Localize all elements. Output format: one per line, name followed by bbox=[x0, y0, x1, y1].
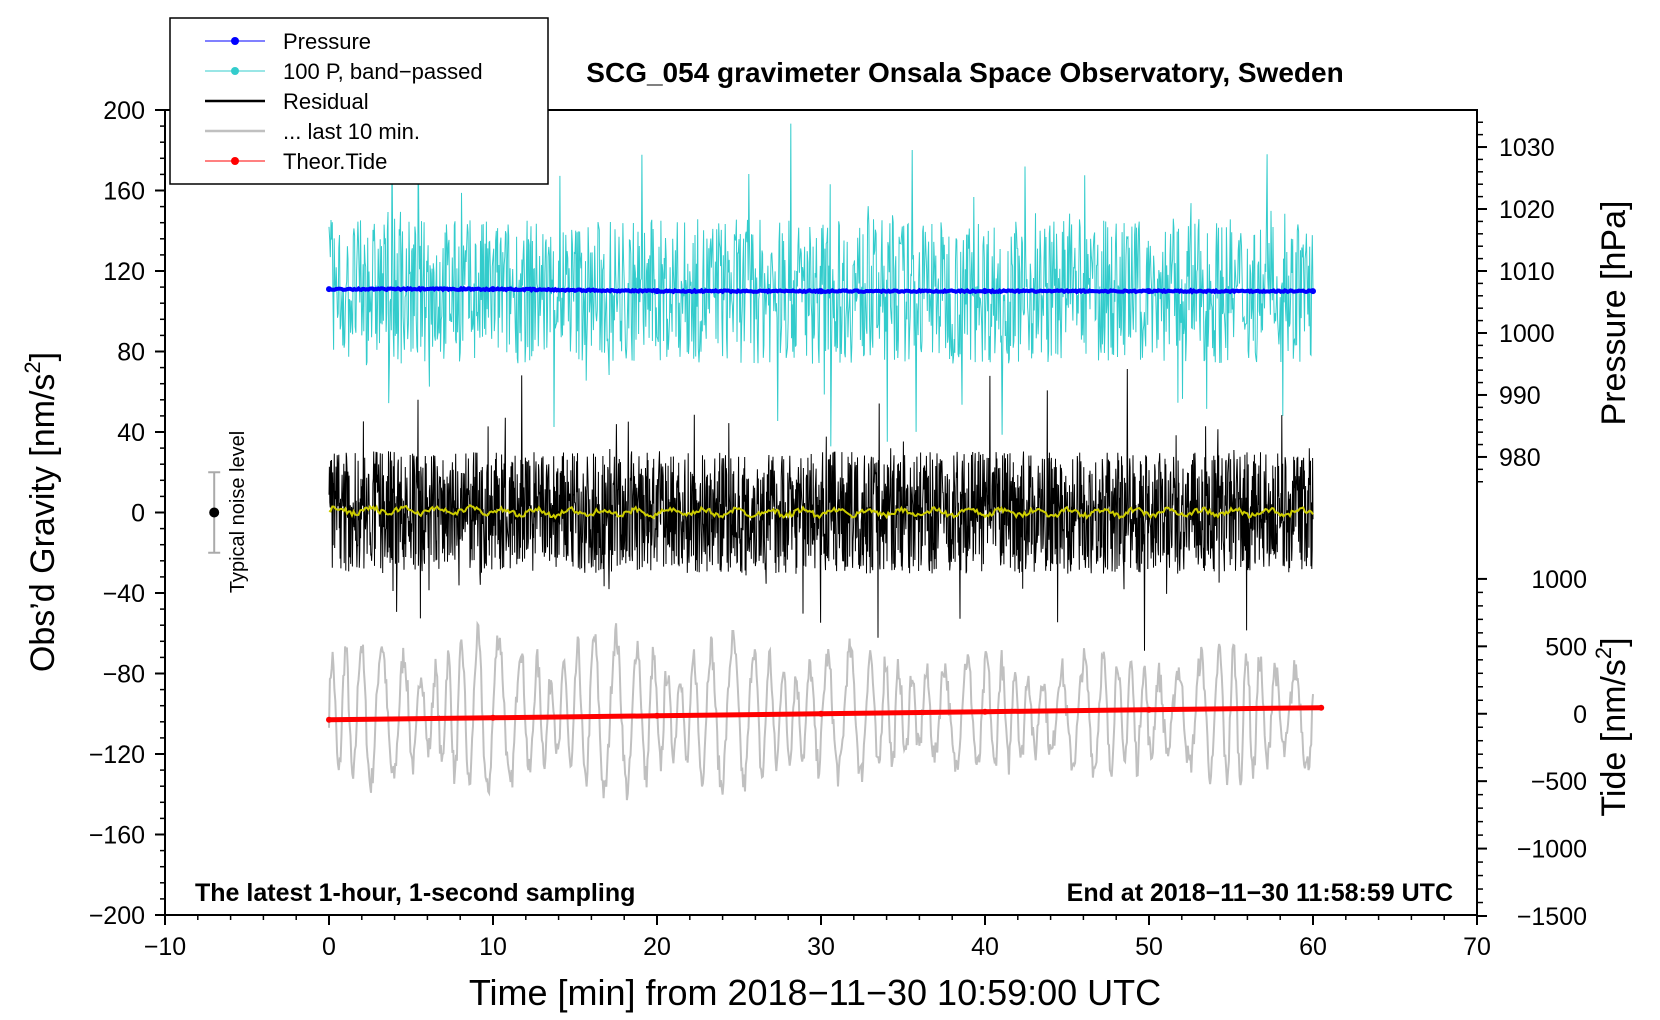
y-tick-label: 120 bbox=[103, 258, 145, 286]
axes-layer: −10 0 10 20 30 40 50 60 7020016012080400−40−80−1… bbox=[89, 97, 1587, 961]
y-tick-label: 200 bbox=[103, 97, 145, 125]
noise-level-label: Typical noise level bbox=[227, 431, 249, 593]
pressure-tick-label: 980 bbox=[1499, 444, 1541, 472]
tide-tick-label: 500 bbox=[1545, 633, 1587, 661]
y-axis-label-left-sup: 2 bbox=[20, 361, 45, 373]
tide-point bbox=[490, 714, 496, 721]
pressure-tick-label: 990 bbox=[1499, 382, 1541, 410]
series-residual bbox=[328, 368, 1314, 651]
x-tick-label: 50 bbox=[1135, 933, 1163, 961]
legend: Pressure 100 P, band−passed Residual ... la… bbox=[169, 17, 549, 185]
legend-swatch-dot bbox=[231, 67, 239, 75]
y-tick-label: −80 bbox=[103, 661, 145, 689]
pressure-point bbox=[654, 288, 660, 295]
tide-point bbox=[654, 712, 660, 719]
y-axis-label-left: Obs’d Gravity [nm/s2] bbox=[20, 352, 62, 672]
y-axis-label-tide-text: Tide [nm/s bbox=[1595, 659, 1633, 816]
tide-point bbox=[1146, 706, 1152, 713]
annotation-bottom-left: The latest 1-hour, 1-second sampling bbox=[195, 879, 635, 907]
tide-tick-label: −1500 bbox=[1517, 903, 1587, 931]
pressure-point bbox=[490, 286, 496, 293]
pressure-tick-label: 1020 bbox=[1499, 196, 1555, 224]
y-tick-label: −40 bbox=[103, 580, 145, 608]
tide-tick-label: 0 bbox=[1573, 701, 1587, 729]
x-tick-label: 0 bbox=[322, 933, 336, 961]
x-axis-label: Time [min] from 2018−11−30 10:59:00 UTC bbox=[469, 972, 1161, 1013]
pressure-point bbox=[1146, 288, 1152, 295]
y-tick-label: 80 bbox=[117, 339, 145, 367]
tide-tick-label: 1000 bbox=[1531, 566, 1587, 594]
y-tick-label: −120 bbox=[89, 741, 145, 769]
legend-swatch-dot bbox=[231, 157, 239, 165]
x-tick-label: 40 bbox=[971, 933, 999, 961]
chart-title: SCG_054 gravimeter Onsala Space Observat… bbox=[586, 57, 1343, 88]
legend-label: Pressure bbox=[283, 29, 371, 54]
tide-point bbox=[1318, 704, 1325, 711]
y-axis-label-left-close: ] bbox=[24, 352, 62, 361]
tide-point bbox=[818, 710, 824, 717]
y-tick-label: −200 bbox=[89, 902, 145, 930]
y-tick-label: 0 bbox=[131, 500, 145, 528]
legend-label: Residual bbox=[283, 89, 369, 114]
y-axis-label-tide-close: ] bbox=[1595, 637, 1633, 646]
pressure-tick-label: 1030 bbox=[1499, 134, 1555, 162]
pressure-point bbox=[1310, 288, 1316, 295]
pressure-tick-label: 1010 bbox=[1499, 258, 1555, 286]
tide-tick-label: −1000 bbox=[1517, 836, 1587, 864]
pressure-tick-label: 1000 bbox=[1499, 320, 1555, 348]
y-tick-label: −160 bbox=[89, 822, 145, 850]
y-axis-label-pressure: Pressure [hPa] bbox=[1595, 201, 1633, 426]
series-last-10-min bbox=[328, 620, 1314, 801]
x-tick-label: 30 bbox=[807, 933, 835, 961]
x-tick-label: 70 bbox=[1463, 933, 1491, 961]
pressure-point bbox=[326, 286, 332, 293]
pressure-point bbox=[818, 288, 824, 295]
tide-point bbox=[982, 708, 988, 715]
y-tick-label: 160 bbox=[103, 178, 145, 206]
y-axis-label-tide-sup: 2 bbox=[1591, 647, 1616, 659]
series-layer bbox=[326, 123, 1325, 801]
series-smoothed-residual bbox=[328, 503, 1314, 520]
y-tick-label: 40 bbox=[117, 419, 145, 447]
tide-point bbox=[326, 716, 332, 723]
legend-swatch-dot bbox=[231, 37, 239, 45]
x-tick-label: 60 bbox=[1299, 933, 1327, 961]
pressure-point bbox=[982, 288, 988, 295]
legend-label: ... last 10 min. bbox=[283, 119, 420, 144]
legend-label: 100 P, band−passed bbox=[283, 59, 483, 84]
y-axis-label-tide: Tide [nm/s2] bbox=[1591, 637, 1633, 816]
legend-label: Theor.Tide bbox=[283, 149, 387, 174]
tide-tick-label: −500 bbox=[1531, 768, 1587, 796]
y-axis-label-left-text: Obs’d Gravity [nm/s bbox=[24, 374, 62, 673]
annotation-bottom-right: End at 2018−11−30 11:58:59 UTC bbox=[1067, 879, 1453, 907]
x-tick-label: −10 bbox=[144, 933, 186, 961]
x-tick-label: 10 bbox=[479, 933, 507, 961]
noise-marker-point bbox=[209, 507, 220, 518]
x-tick-label: 20 bbox=[643, 933, 671, 961]
